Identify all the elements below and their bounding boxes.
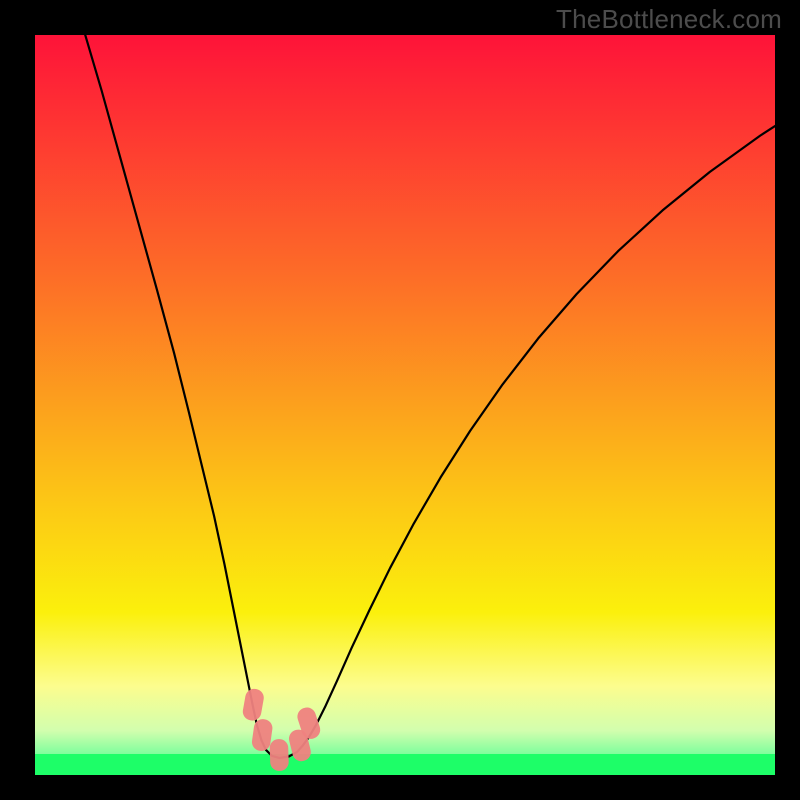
chart-svg (35, 35, 775, 775)
data-marker (241, 687, 265, 722)
data-marker (269, 739, 289, 771)
plot-area (35, 35, 775, 775)
marker-group (241, 687, 322, 771)
bottleneck-curve (81, 35, 775, 758)
chart-frame: TheBottleneck.com (0, 0, 800, 800)
watermark: TheBottleneck.com (556, 4, 782, 35)
